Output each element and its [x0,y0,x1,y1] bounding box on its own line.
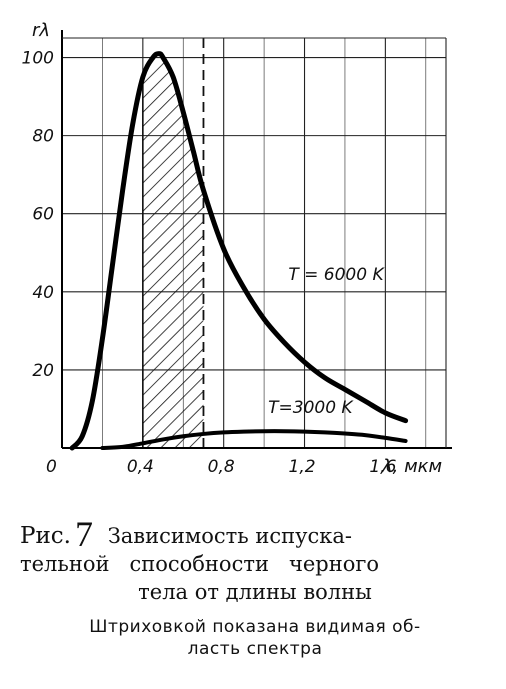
y-tick-label: 60 [32,205,54,225]
caption-line-1: Рис. 7 Зависимость испуска- [20,516,490,552]
y-tick-label: 20 [32,361,54,381]
y-tick-label: 80 [32,127,54,147]
caption-line-3: тела от длины волны [138,580,372,604]
series-line-3000k [100,429,408,450]
x-tick-label: 0,4 [127,457,154,477]
grid [62,38,446,448]
y-tick-label: 40 [32,283,54,303]
visible-region-hatch [142,38,205,448]
caption-line-2: тельной способности черного [20,552,380,576]
y-tick-label: 100 [22,49,54,69]
x-axis-label: λ, мкм [381,456,442,477]
curve-labels: T = 6000 K T=3000 K [268,265,385,418]
series-line-6000k [69,51,409,451]
x-tick-label: 0,8 [208,457,235,477]
series [69,51,409,451]
caption-note-2: ласть спектра [187,639,323,659]
caption-note-1: Штриховкой показана видимая об- [89,617,421,637]
axes [61,30,452,449]
curve-label-6000k: T = 6000 K [288,265,385,285]
y-axis-label: rλ [32,20,50,41]
figure-number: 7 [75,514,93,554]
x-tick-label: 0 [46,457,57,477]
caption-title: Зависимость испуска- [107,524,352,548]
tick-labels: 0 0,4 0,8 1,2 1,6 20 40 60 80 100 [22,49,397,477]
figure-caption: Рис. 7 Зависимость испуска- тельной спосо… [20,516,490,660]
x-tick-label: 1,2 [289,457,316,477]
figure-prefix: Рис. [20,523,71,549]
x-tick-label: 1,6 [369,457,396,477]
visible-spectrum-area [142,53,204,448]
chart: 0 0,4 0,8 1,2 1,6 20 40 60 80 100 rλ λ, мкм T = 6… [22,20,452,477]
curve-label-3000k: T=3000 K [268,398,354,418]
